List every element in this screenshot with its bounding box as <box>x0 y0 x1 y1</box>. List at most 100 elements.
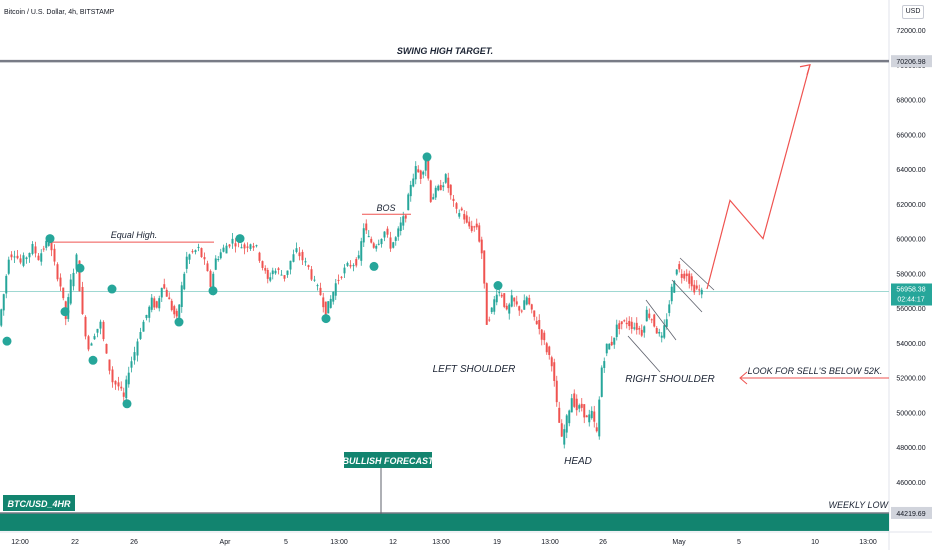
candle-body <box>316 285 319 287</box>
current-price: 56958.38 <box>896 286 925 293</box>
candle-body <box>585 415 588 418</box>
forecast-path[interactable] <box>706 64 811 290</box>
candle-body <box>580 403 583 408</box>
candle-body <box>307 265 310 268</box>
candle-body <box>249 244 252 249</box>
x-tick-label: Apr <box>220 539 232 546</box>
candle-body <box>372 243 375 248</box>
candle-body <box>370 238 373 243</box>
pivot-marker <box>208 286 218 296</box>
candle-body <box>217 258 220 260</box>
candle-body <box>525 297 528 305</box>
candle-body <box>47 242 50 246</box>
candle-body <box>409 184 412 197</box>
candle-body <box>402 216 405 226</box>
y-tick-label: 64000.00 <box>896 167 925 174</box>
candle-body <box>10 254 13 258</box>
candle-body <box>40 253 43 262</box>
candle-body <box>553 362 556 381</box>
candle-body <box>693 284 696 293</box>
candle-body <box>327 301 330 314</box>
weekly-low-band[interactable] <box>0 512 889 531</box>
flag-channels[interactable] <box>627 257 715 373</box>
candle-body <box>563 429 566 445</box>
candle-body <box>261 261 264 268</box>
candle-body <box>490 307 493 313</box>
candle-body <box>663 325 666 338</box>
x-tick-label: 5 <box>737 539 741 546</box>
weekly-low-price-tag <box>891 506 932 519</box>
candle-body <box>340 276 343 278</box>
x-tick-label: 12:00 <box>11 539 29 546</box>
candle-body <box>234 243 237 247</box>
candle-body <box>31 243 34 254</box>
candle-body <box>212 273 215 290</box>
candle-body <box>357 255 360 259</box>
candle-body <box>219 252 222 259</box>
candle-body <box>243 244 246 249</box>
candle-body <box>125 379 128 399</box>
candle-body <box>560 423 563 437</box>
x-tick-label: 5 <box>284 539 288 546</box>
candle-body <box>87 336 90 350</box>
candle-body <box>130 361 133 368</box>
x-tick-label: 12 <box>389 539 397 546</box>
candle-body <box>111 369 114 383</box>
y-tick-label: 50000.00 <box>896 410 925 417</box>
candle-body <box>675 269 678 275</box>
forecast-arrowhead <box>799 63 811 75</box>
candle-body <box>535 320 538 325</box>
candle-body <box>105 343 108 354</box>
candle-body <box>274 270 277 274</box>
candle-body <box>510 295 513 307</box>
y-tick-label: 54000.00 <box>896 341 925 348</box>
candle-body <box>688 273 691 284</box>
candle-body <box>214 258 217 270</box>
candle-body <box>246 246 249 248</box>
candle-body <box>424 160 427 171</box>
weekly-low-label: WEEKLY LOW <box>828 500 889 510</box>
candle-body <box>417 169 420 173</box>
y-tick-label: 60000.00 <box>896 237 925 244</box>
y-tick-label: 48000.00 <box>896 445 925 452</box>
candle-body <box>434 187 437 198</box>
candle-body <box>62 287 65 299</box>
x-tick-label: 22 <box>71 539 79 546</box>
candle-body <box>548 346 551 356</box>
candle-body <box>271 270 274 275</box>
candle-body <box>289 260 292 270</box>
bullish-forecast-label[interactable]: BULLISH FORECAST <box>343 456 436 466</box>
candle-body <box>623 320 626 322</box>
candle-body <box>332 291 335 302</box>
candle-body <box>635 322 638 330</box>
candle-body <box>231 238 234 244</box>
candle-body <box>168 297 171 300</box>
candle-body <box>375 245 378 249</box>
currency-button[interactable]: USD <box>902 5 924 19</box>
candle-body <box>122 392 125 397</box>
candle-body <box>120 386 123 389</box>
candle-body <box>355 259 358 266</box>
candle-body <box>419 170 422 179</box>
candle-body <box>432 197 435 200</box>
candle-body <box>633 327 636 329</box>
candle-body <box>228 244 231 247</box>
candle-body <box>660 335 663 338</box>
candle-body <box>148 306 151 318</box>
candle-body <box>37 255 40 261</box>
candle-body <box>362 228 365 243</box>
symbol-tag-box <box>3 495 75 511</box>
candle-body <box>570 398 573 413</box>
candle-body <box>555 380 558 403</box>
candle-body <box>175 310 178 317</box>
swing-high-price: 70206.98 <box>896 59 925 66</box>
candle-body <box>185 256 188 269</box>
candle-body <box>96 328 99 333</box>
candle-body <box>414 166 417 180</box>
y-tick-label: 66000.00 <box>896 132 925 139</box>
candle-body <box>304 261 307 263</box>
candle-body <box>389 237 392 249</box>
candle-body <box>478 225 481 242</box>
candle-body <box>520 310 523 312</box>
